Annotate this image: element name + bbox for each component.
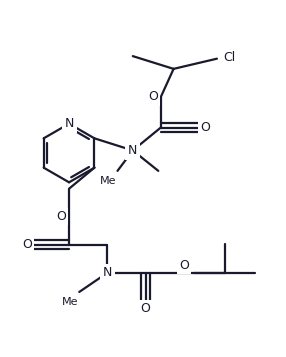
Text: O: O	[148, 90, 158, 104]
Text: O: O	[22, 238, 32, 251]
Text: N: N	[64, 117, 74, 130]
Text: Me: Me	[61, 297, 78, 307]
Text: O: O	[200, 121, 210, 134]
Text: O: O	[56, 210, 66, 223]
Text: N: N	[103, 266, 112, 279]
Text: O: O	[179, 259, 189, 272]
Text: N: N	[128, 144, 138, 157]
Text: Me: Me	[100, 176, 116, 186]
Text: O: O	[141, 302, 150, 315]
Text: Cl: Cl	[223, 51, 236, 64]
